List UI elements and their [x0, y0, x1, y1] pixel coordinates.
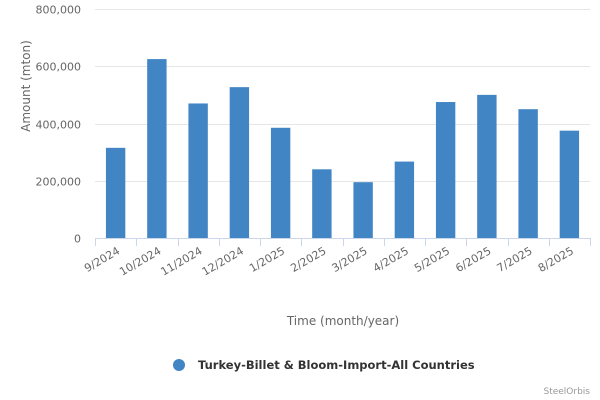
- y-tick-label: 400,000: [36, 119, 82, 132]
- y-tick-label: 200,000: [36, 176, 82, 189]
- bar[interactable]: [188, 103, 208, 239]
- x-axis-title: Time (month/year): [286, 314, 399, 328]
- x-tick-label: 6/2025: [453, 244, 493, 275]
- y-tick-label: 0: [74, 233, 81, 246]
- gridlines: [95, 9, 590, 182]
- bar[interactable]: [518, 109, 538, 238]
- x-tick-label: 8/2025: [536, 244, 576, 275]
- x-tick-label: 5/2025: [412, 244, 452, 275]
- bar[interactable]: [105, 147, 126, 238]
- x-tick-label: 12/2024: [200, 244, 246, 278]
- x-tick-label: 4/2025: [371, 244, 411, 275]
- legend[interactable]: Turkey-Billet & Bloom-Import-All Countri…: [173, 358, 475, 372]
- bars: [105, 59, 580, 239]
- x-tick-label: 11/2024: [159, 244, 205, 278]
- bar[interactable]: [229, 87, 250, 239]
- legend-swatch[interactable]: [173, 359, 185, 371]
- x-tick-label: 9/2024: [82, 244, 122, 275]
- x-tick-label: 10/2024: [117, 244, 163, 278]
- x-tick-label: 2/2025: [288, 244, 328, 275]
- legend-label[interactable]: Turkey-Billet & Bloom-Import-All Countri…: [198, 358, 475, 372]
- y-axis-title: Amount (mton): [19, 40, 33, 132]
- bar[interactable]: [270, 127, 291, 238]
- y-tick-label: 600,000: [36, 61, 82, 74]
- credit-text[interactable]: SteelOrbis: [543, 387, 590, 397]
- bar[interactable]: [312, 169, 332, 238]
- bar[interactable]: [147, 59, 167, 239]
- bar[interactable]: [477, 94, 497, 239]
- bar[interactable]: [435, 102, 456, 238]
- x-tick-label: 7/2025: [495, 244, 535, 275]
- x-tick-label: 3/2025: [330, 244, 370, 275]
- y-tick-label: 800,000: [36, 4, 82, 17]
- bar[interactable]: [394, 161, 415, 238]
- y-axis-ticks: 0 200,000 400,000 600,000 800,000: [36, 4, 82, 246]
- bar[interactable]: [559, 130, 580, 238]
- bar[interactable]: [353, 182, 373, 238]
- x-tick-label: 1/2025: [247, 244, 287, 275]
